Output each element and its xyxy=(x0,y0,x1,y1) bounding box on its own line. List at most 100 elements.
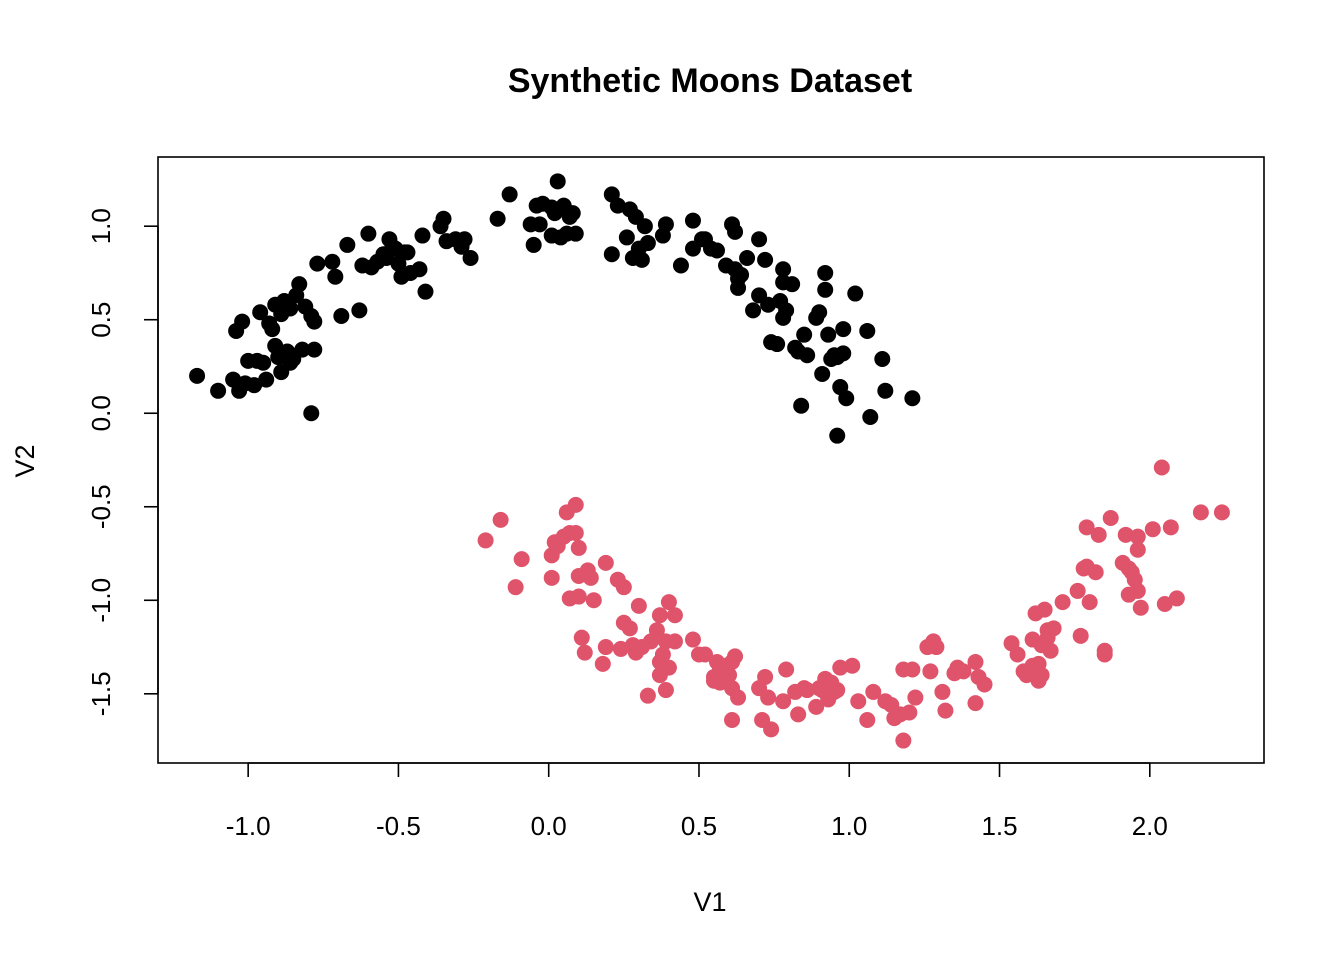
data-point xyxy=(862,408,879,425)
data-point xyxy=(1069,582,1086,599)
data-point xyxy=(639,687,656,704)
data-point xyxy=(210,382,227,399)
data-point xyxy=(844,657,861,674)
data-point xyxy=(597,639,614,656)
data-point xyxy=(576,644,593,661)
data-point xyxy=(525,236,542,253)
data-point xyxy=(832,659,849,676)
data-point xyxy=(763,721,780,738)
data-point xyxy=(603,246,620,263)
data-point xyxy=(775,261,792,278)
data-point xyxy=(462,250,479,266)
data-point xyxy=(1117,526,1134,543)
data-point xyxy=(636,218,653,235)
data-point xyxy=(1072,627,1089,644)
data-point xyxy=(294,341,311,358)
data-point xyxy=(1087,564,1104,581)
data-point xyxy=(324,253,341,270)
data-point xyxy=(1129,528,1146,545)
data-point xyxy=(817,281,834,298)
data-point xyxy=(648,622,665,639)
data-point xyxy=(799,682,816,699)
data-point xyxy=(1129,582,1146,599)
data-point xyxy=(904,390,921,407)
data-point xyxy=(769,336,786,353)
data-point xyxy=(573,629,590,646)
data-point xyxy=(513,551,530,568)
data-point xyxy=(543,569,560,586)
data-point xyxy=(333,307,350,324)
data-point xyxy=(612,640,629,657)
y-tick-label: -0.5 xyxy=(86,484,116,529)
data-point xyxy=(829,682,846,699)
y-tick-label: 0.5 xyxy=(86,302,116,338)
x-tick-label: 0.0 xyxy=(531,811,567,841)
data-point xyxy=(414,227,431,244)
data-point xyxy=(835,345,852,362)
data-point xyxy=(696,646,713,663)
data-point xyxy=(618,229,635,246)
data-point xyxy=(709,242,726,259)
data-point xyxy=(1009,646,1026,663)
data-point xyxy=(255,354,272,371)
data-point xyxy=(796,326,813,343)
data-point xyxy=(1045,620,1062,637)
data-point xyxy=(751,231,768,248)
data-point xyxy=(937,702,954,719)
data-point xyxy=(477,532,494,549)
data-point xyxy=(934,683,951,700)
data-point xyxy=(567,496,584,513)
x-tick-label: 1.5 xyxy=(981,811,1017,841)
data-point xyxy=(501,186,518,203)
data-point xyxy=(597,554,614,571)
x-tick-label: -0.5 xyxy=(376,811,421,841)
series-1 xyxy=(477,459,1230,749)
data-point xyxy=(672,257,689,274)
data-point xyxy=(360,225,377,242)
data-point xyxy=(258,371,275,388)
data-point xyxy=(264,321,281,338)
data-point xyxy=(684,631,701,648)
data-point xyxy=(907,689,924,706)
series-0 xyxy=(189,173,921,444)
data-point xyxy=(784,276,801,293)
data-point xyxy=(291,276,308,293)
data-point xyxy=(1156,596,1173,613)
data-point xyxy=(246,377,263,394)
data-point xyxy=(339,236,356,253)
data-point xyxy=(1129,541,1146,558)
data-point xyxy=(621,620,638,637)
data-point xyxy=(1081,594,1098,611)
data-point xyxy=(820,326,837,343)
data-point xyxy=(657,216,674,233)
data-point xyxy=(967,695,984,712)
x-tick-label: 1.0 xyxy=(831,811,867,841)
data-point xyxy=(757,251,774,268)
x-axis-label: V1 xyxy=(693,887,726,917)
data-point xyxy=(811,304,828,321)
data-point xyxy=(306,341,323,358)
data-point xyxy=(757,668,774,685)
data-point xyxy=(859,711,876,728)
data-point xyxy=(928,639,945,656)
data-point xyxy=(901,704,918,721)
data-point xyxy=(660,659,677,676)
data-point xyxy=(895,732,912,749)
data-point xyxy=(967,654,984,670)
data-point xyxy=(570,539,587,556)
data-point xyxy=(808,698,825,715)
data-points xyxy=(189,173,1230,749)
data-point xyxy=(1033,667,1050,684)
data-point xyxy=(817,264,834,281)
data-point xyxy=(793,397,810,414)
data-point xyxy=(549,173,566,190)
data-point xyxy=(778,302,795,319)
data-point xyxy=(303,405,320,422)
data-point xyxy=(799,347,816,364)
data-point xyxy=(417,283,434,300)
data-point xyxy=(865,683,882,700)
data-point xyxy=(745,302,762,319)
data-point xyxy=(657,682,674,699)
data-point xyxy=(507,579,524,596)
